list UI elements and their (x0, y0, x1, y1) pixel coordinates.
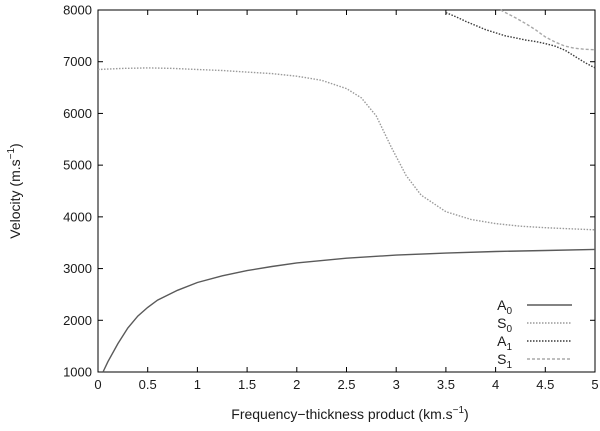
series-line-a0 (102, 248, 596, 373)
x-tick-label: 5 (591, 377, 598, 392)
x-tick-label: 0 (94, 377, 101, 392)
legend-label-a1: A1 (497, 333, 512, 353)
y-tick-label: 8000 (63, 3, 92, 18)
legend-label-s0: S0 (497, 315, 512, 335)
x-tick-label: 4.5 (536, 377, 554, 392)
x-axis: 0 0.5 1 1.5 2 2.5 3 3.5 4 4.5 5 (94, 10, 599, 392)
legend-label-s1: S1 (497, 351, 512, 371)
y-tick-label: 5000 (63, 158, 92, 173)
x-tick-label: 2.5 (337, 377, 355, 392)
x-tick-label: 0.5 (139, 377, 157, 392)
series-line-a1 (445, 11, 596, 69)
y-tick-label: 2000 (63, 313, 92, 328)
legend-label-a0: A0 (497, 297, 512, 317)
y-tick-label: 4000 (63, 209, 92, 224)
x-tick-label: 4 (492, 377, 499, 392)
plot-frame (97, 9, 596, 373)
series-line-s0 (97, 67, 596, 231)
series-group (97, 9, 596, 373)
y-tick-label: 6000 (63, 106, 92, 121)
x-axis-label: Frequency−thickness product (km.s−1) (231, 405, 468, 422)
x-tick-label: 1 (194, 377, 201, 392)
y-axis-label: Velocity (m.s−1) (6, 143, 23, 238)
series-line-s1 (500, 9, 596, 51)
x-tick-label: 2 (293, 377, 300, 392)
y-axis: 1000 2000 3000 4000 5000 6000 7000 8000 (63, 3, 595, 380)
x-tick-label: 1.5 (238, 377, 256, 392)
y-tick-label: 3000 (63, 261, 92, 276)
x-tick-label: 3 (393, 377, 400, 392)
y-tick-label: 7000 (63, 54, 92, 69)
x-tick-label: 3.5 (437, 377, 455, 392)
y-tick-label: 1000 (63, 365, 92, 380)
